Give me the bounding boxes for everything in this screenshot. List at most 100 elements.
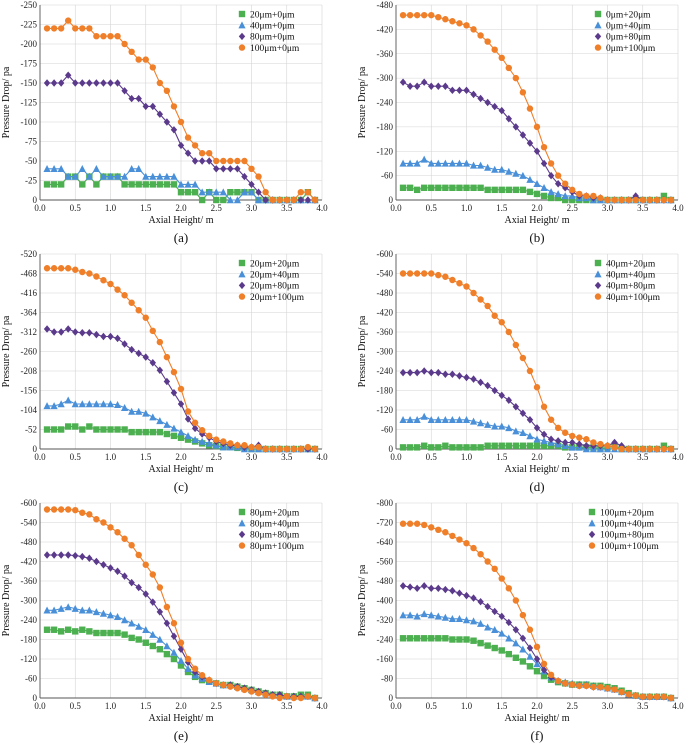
x-tick-label: 2.5 xyxy=(567,452,579,462)
data-point xyxy=(156,635,164,643)
data-point xyxy=(100,629,107,637)
data-point xyxy=(646,196,653,204)
data-point xyxy=(632,445,639,453)
data-point xyxy=(448,614,456,622)
x-tick-label: 1.0 xyxy=(105,701,117,711)
data-point xyxy=(206,676,213,684)
data-point xyxy=(79,329,86,337)
data-point xyxy=(498,422,506,430)
data-point xyxy=(57,79,65,87)
data-point xyxy=(170,620,178,627)
y-tick-label: -240 xyxy=(21,615,38,625)
data-point xyxy=(128,181,135,188)
data-point xyxy=(135,428,142,436)
data-point xyxy=(276,694,283,702)
data-point xyxy=(57,506,65,513)
data-point xyxy=(491,312,498,319)
x-tick-label: 1.0 xyxy=(461,203,473,213)
data-point xyxy=(470,289,477,297)
data-point xyxy=(639,693,646,700)
data-point xyxy=(43,551,51,559)
data-point xyxy=(421,184,428,192)
data-point xyxy=(540,184,548,192)
data-point xyxy=(540,437,548,445)
x-tick-label: 4.0 xyxy=(316,203,328,213)
data-point xyxy=(107,564,114,572)
data-point xyxy=(484,38,491,45)
data-point xyxy=(213,436,220,443)
data-point xyxy=(660,196,668,204)
data-point xyxy=(569,432,576,440)
legend-entry: 0μm+100μm xyxy=(606,44,656,54)
data-point xyxy=(434,415,442,423)
data-point xyxy=(43,181,51,188)
data-point xyxy=(456,372,463,380)
data-point xyxy=(241,157,248,165)
legend-entry: 100μm+0μm xyxy=(250,44,300,54)
legend-entry: 20μm+0μm xyxy=(250,10,295,20)
data-point xyxy=(149,413,157,421)
x-axis-label: Axial Height/ m xyxy=(505,713,570,724)
data-point xyxy=(283,693,290,700)
data-point xyxy=(526,644,534,652)
data-point xyxy=(435,82,442,90)
data-point xyxy=(93,330,100,339)
data-point xyxy=(121,87,128,95)
data-point xyxy=(428,82,435,90)
data-point xyxy=(561,192,569,200)
legend-marker xyxy=(594,32,602,41)
x-tick-label: 3.0 xyxy=(602,203,614,213)
data-point xyxy=(57,426,65,433)
y-tick-label: -150 xyxy=(21,78,38,88)
legend-marker xyxy=(238,542,246,549)
data-point xyxy=(413,444,421,451)
data-point xyxy=(462,415,471,423)
data-point xyxy=(135,349,142,358)
legend-entry: 40μm+100μm xyxy=(606,293,661,303)
data-point xyxy=(462,616,471,624)
data-point xyxy=(547,171,555,180)
data-point xyxy=(554,677,562,685)
data-point xyxy=(625,445,632,453)
data-point xyxy=(505,186,512,194)
data-point xyxy=(421,442,428,449)
data-point xyxy=(184,664,192,672)
data-point xyxy=(149,428,156,436)
data-point xyxy=(213,165,220,173)
data-point xyxy=(413,11,421,19)
data-point xyxy=(255,689,262,697)
data-point xyxy=(128,165,136,172)
legend-marker xyxy=(238,281,246,290)
y-tick-label: -400 xyxy=(377,596,394,606)
data-point xyxy=(135,407,143,415)
data-point xyxy=(149,327,156,335)
data-point xyxy=(448,415,456,423)
data-point xyxy=(43,325,51,333)
y-tick-label: -100 xyxy=(21,117,38,127)
data-point xyxy=(576,440,583,448)
data-point xyxy=(177,385,185,393)
data-point xyxy=(512,186,520,194)
y-tick-label: 0 xyxy=(389,195,394,205)
x-tick-label: 2.0 xyxy=(175,203,187,213)
y-tick-label: -360 xyxy=(377,327,394,337)
data-point xyxy=(184,134,192,141)
data-point xyxy=(227,440,234,447)
data-point xyxy=(498,575,505,582)
data-point xyxy=(177,662,185,669)
data-point xyxy=(234,685,241,692)
data-point xyxy=(590,683,597,691)
data-point xyxy=(512,442,520,449)
data-point xyxy=(470,444,477,451)
data-point xyxy=(184,432,192,440)
data-point xyxy=(449,532,456,540)
data-point xyxy=(519,89,527,96)
data-point xyxy=(435,184,442,192)
data-point xyxy=(576,682,583,690)
data-point xyxy=(441,415,449,423)
y-tick-label: -540 xyxy=(377,269,394,279)
data-point xyxy=(220,681,227,689)
data-point xyxy=(547,416,555,423)
data-point xyxy=(86,554,93,562)
y-tick-label: -120 xyxy=(377,146,394,156)
